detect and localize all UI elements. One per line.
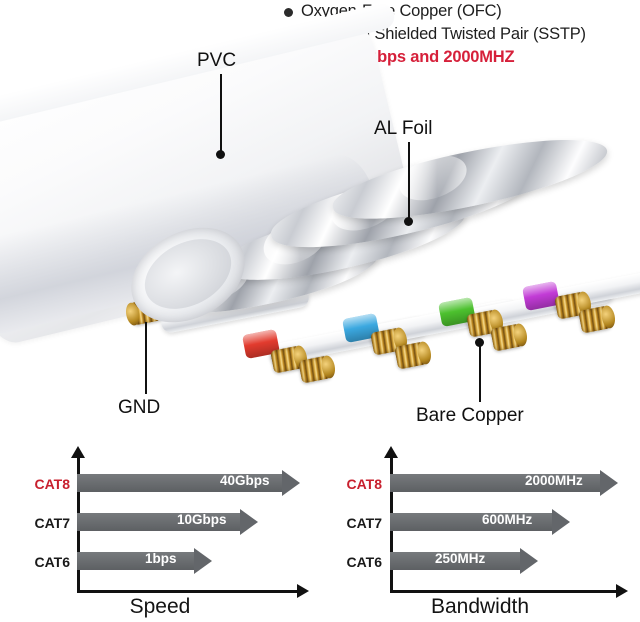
chart-bandwidth: CAT8 2000MHz CAT7 600MHz CAT6 250MHz Ban… xyxy=(320,440,640,622)
speed-category-label-cat8: CAT8 xyxy=(34,476,70,492)
bar-arrowhead xyxy=(520,548,538,574)
bar-body xyxy=(77,552,194,570)
callout-label-bare-copper: Bare Copper xyxy=(416,405,524,426)
speed-x-axis-arrowhead xyxy=(297,584,309,598)
bandwidth-axis-title: Bandwidth xyxy=(430,595,530,618)
pair-magenta-copper-tip-b xyxy=(578,304,617,334)
bar-arrowhead xyxy=(600,470,618,496)
speed-bar-cat8: 40Gbps xyxy=(77,470,300,496)
bar-arrowhead xyxy=(194,548,212,574)
pair-blue-copper-tip-b xyxy=(394,340,433,370)
callout-leader-bare-copper xyxy=(479,344,481,402)
bandwidth-y-axis-arrowhead xyxy=(384,446,398,458)
bar-body xyxy=(77,513,240,531)
callout-dot-pvc xyxy=(216,150,225,159)
speed-axis-title: Speed xyxy=(129,595,191,618)
speed-bar-value-cat7: 10Gbps xyxy=(177,512,227,527)
bar-arrowhead xyxy=(240,509,258,535)
callout-leader-pvc xyxy=(220,74,222,152)
bar-body xyxy=(390,474,600,492)
cable-illustration: PVC AL Foil GND Bare Copper xyxy=(0,1,640,426)
chart-speed: CAT8 40Gbps CAT7 10Gbps CAT6 1bps Speed xyxy=(0,440,320,622)
bandwidth-category-label-cat6: CAT6 xyxy=(346,554,382,570)
callout-leader-al-foil xyxy=(408,142,410,220)
bandwidth-bar-cat7: 600MHz xyxy=(390,509,570,535)
callout-label-al-foil: AL Foil xyxy=(374,118,433,139)
callout-label-pvc: PVC xyxy=(197,50,237,71)
callout-dot-al-foil xyxy=(404,217,413,226)
speed-bar-value-cat6: 1bps xyxy=(145,551,177,566)
bandwidth-bar-cat8: 2000MHz xyxy=(390,470,618,496)
bullet-icon xyxy=(284,8,293,17)
bandwidth-bar-cat6: 250MHz xyxy=(390,548,538,574)
speed-category-label-cat6: CAT6 xyxy=(34,554,70,570)
speed-y-axis-arrowhead xyxy=(71,446,85,458)
bandwidth-category-label-cat8: CAT8 xyxy=(346,476,382,492)
pair-green-copper-tip-b xyxy=(490,322,529,352)
bandwidth-bar-value-cat8: 2000MHz xyxy=(525,473,583,488)
copper-face xyxy=(415,340,433,366)
bar-body xyxy=(390,513,552,531)
speed-x-axis xyxy=(77,590,299,593)
speed-bar-value-cat8: 40Gbps xyxy=(220,473,270,488)
copper-face xyxy=(511,322,529,348)
bar-arrowhead xyxy=(552,509,570,535)
callout-dot-bare-copper xyxy=(475,338,484,347)
bandwidth-bar-value-cat6: 250MHz xyxy=(435,551,486,566)
bandwidth-bar-value-cat7: 600MHz xyxy=(482,512,533,527)
bandwidth-category-label-cat7: CAT7 xyxy=(346,515,382,531)
bandwidth-x-axis-arrowhead xyxy=(616,584,628,598)
bar-arrowhead xyxy=(282,470,300,496)
speed-category-label-cat7: CAT7 xyxy=(34,515,70,531)
speed-bar-cat7: 10Gbps xyxy=(77,509,258,535)
speed-bar-cat6: 1bps xyxy=(77,548,212,574)
pair-red-copper-tip-b xyxy=(298,354,337,384)
bar-body xyxy=(77,474,282,492)
bar-body xyxy=(390,552,520,570)
callout-leader-gnd xyxy=(145,322,147,394)
copper-face xyxy=(599,304,617,330)
copper-face xyxy=(319,354,337,380)
callout-label-gnd: GND xyxy=(118,397,161,418)
bandwidth-x-axis xyxy=(390,590,618,593)
